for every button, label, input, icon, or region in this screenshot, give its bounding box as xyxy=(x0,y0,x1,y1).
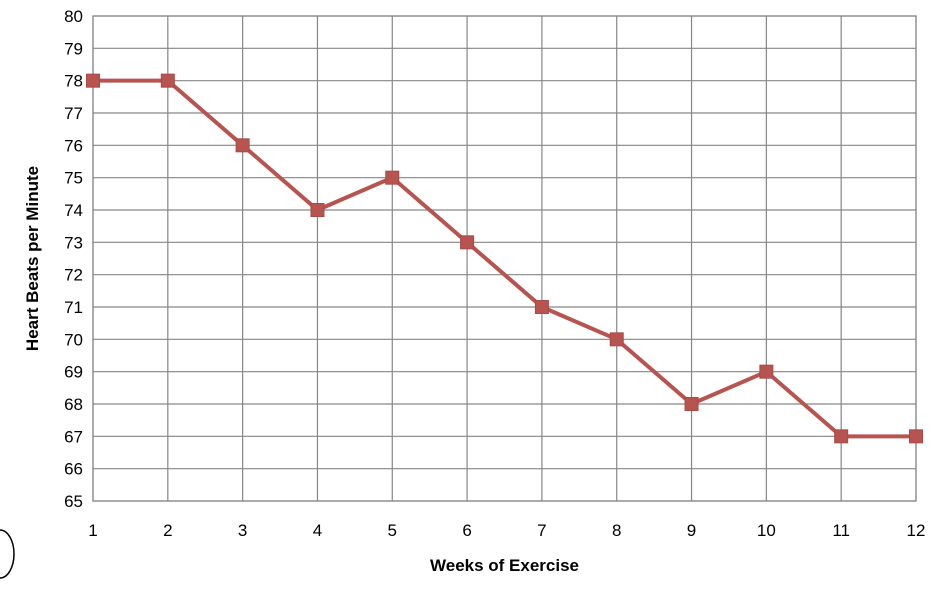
x-tick-label: 12 xyxy=(907,521,926,540)
y-tick-label: 70 xyxy=(64,330,83,349)
y-tick-label: 68 xyxy=(64,395,83,414)
x-tick-label: 10 xyxy=(757,521,776,540)
data-point-marker xyxy=(160,73,175,88)
x-tick-label: 11 xyxy=(832,521,850,540)
data-point-marker xyxy=(684,397,699,411)
x-tick-label: 5 xyxy=(388,521,397,540)
plot-area-border xyxy=(92,15,917,502)
data-point-marker xyxy=(460,235,475,250)
x-tick-label: 3 xyxy=(238,521,247,540)
y-tick-label: 73 xyxy=(64,233,83,252)
x-tick-label: 2 xyxy=(163,521,172,540)
x-axis-title: Weeks of Exercise xyxy=(430,556,579,575)
x-tick-label: 1 xyxy=(88,521,97,540)
y-tick-label: 80 xyxy=(64,7,83,26)
y-tick-label: 75 xyxy=(64,169,83,188)
y-tick-label: 79 xyxy=(64,39,83,58)
data-point-marker xyxy=(609,332,624,347)
data-point-markers xyxy=(86,73,923,444)
x-tick-label: 9 xyxy=(687,521,696,540)
y-tick-label: 66 xyxy=(64,460,83,479)
y-tick-label: 74 xyxy=(64,201,83,220)
y-tick-label: 78 xyxy=(64,72,83,91)
y-tick-label: 67 xyxy=(64,427,83,446)
series-line xyxy=(91,78,918,439)
x-axis-tick-labels: 1 2 3 4 5 6 7 8 9 10 11 12 xyxy=(88,521,925,540)
x-tick-label: 6 xyxy=(462,521,471,540)
x-tick-label: 4 xyxy=(313,521,322,540)
data-point-marker xyxy=(834,429,849,444)
y-tick-label: 69 xyxy=(64,363,83,382)
y-tick-label: 76 xyxy=(64,136,83,155)
y-tick-label: 71 xyxy=(64,298,83,317)
x-tick-label: 8 xyxy=(612,521,621,540)
data-point-marker xyxy=(534,300,549,314)
y-tick-label: 65 xyxy=(64,492,83,511)
data-point-marker xyxy=(909,429,923,444)
cropped-edge-mark xyxy=(0,529,15,579)
x-tick-label: 7 xyxy=(537,521,546,540)
data-point-marker xyxy=(759,364,774,379)
data-point-marker xyxy=(310,203,325,217)
y-axis-title: Heart Beats per Minute xyxy=(23,166,42,351)
data-point-marker xyxy=(385,170,400,185)
y-tick-label: 77 xyxy=(64,104,83,123)
data-point-marker xyxy=(86,73,100,88)
y-axis-tick-labels: 65 66 67 68 69 70 71 72 73 74 75 76 77 78 79 80 xyxy=(64,7,83,511)
y-tick-label: 72 xyxy=(64,266,83,285)
gridlines xyxy=(92,15,917,502)
data-point-marker xyxy=(235,138,250,153)
